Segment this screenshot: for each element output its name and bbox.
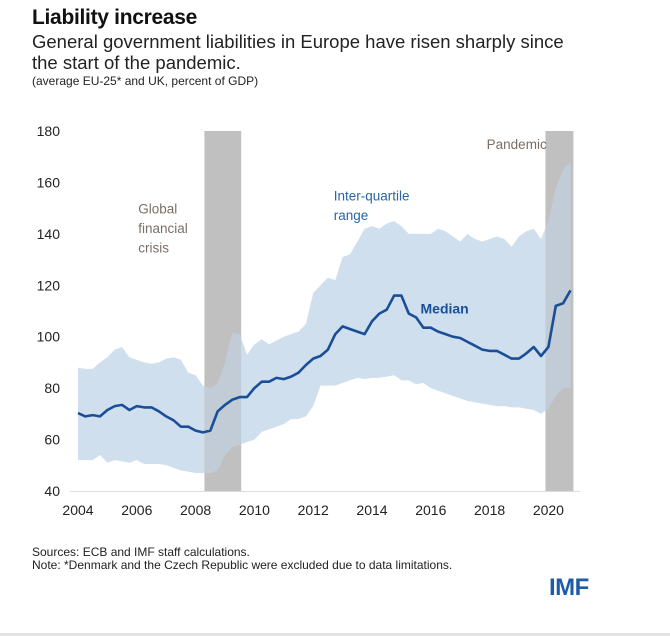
median-line-layer xyxy=(77,289,572,434)
sources-note: Sources: ECB and IMF staff calculations. xyxy=(32,545,250,559)
annotation-gfc: Global financial crisis xyxy=(138,201,188,255)
bottom-divider xyxy=(0,633,670,636)
chart-units: (average EU-25* and UK, percent of GDP) xyxy=(32,74,259,88)
x-tick-label: 2006 xyxy=(121,502,152,518)
iqr-band xyxy=(78,161,571,473)
x-tick-label: 2016 xyxy=(415,502,446,518)
annotation-iqr: Inter-quartile range xyxy=(334,188,410,223)
y-tick-label: 80 xyxy=(44,380,60,396)
shaded-period-overlay-0 xyxy=(204,131,242,491)
footnotes: Sources: ECB and IMF staff calculations.… xyxy=(32,546,452,572)
annotation-iqr-line: range xyxy=(334,208,369,223)
x-tick-label: 2010 xyxy=(239,502,270,518)
annotation-pandemic: Pandemic xyxy=(487,137,547,152)
x-axis-ticks: 2004 2006 2008 2010 2012 2014 2016 2018 2020 xyxy=(62,502,564,518)
x-tick-label: 2020 xyxy=(533,502,564,518)
annotation-pandemic-line: Pandemic xyxy=(487,137,547,152)
imf-logo: IMF xyxy=(549,574,589,601)
x-tick-label: 2008 xyxy=(180,502,211,518)
x-tick-label: 2012 xyxy=(298,502,329,518)
chart-subtitle: General government liabilities in Europe… xyxy=(32,31,564,73)
annotation-median: Median xyxy=(421,301,469,317)
y-tick-label: 120 xyxy=(37,277,61,293)
x-tick-label: 2014 xyxy=(356,502,387,518)
chart-title: Liability increase xyxy=(32,6,198,29)
shaded-period-overlay-1 xyxy=(545,131,574,491)
y-axis-ticks: 40 60 80 100 120 140 160 180 xyxy=(37,123,61,499)
data-note: Note: *Denmark and the Czech Republic we… xyxy=(32,558,453,572)
y-tick-label: 100 xyxy=(37,329,61,345)
median-line xyxy=(77,289,572,434)
y-tick-label: 160 xyxy=(37,174,61,190)
annotation-gfc-line: financial xyxy=(138,221,188,236)
annotation-gfc-line: Global xyxy=(138,201,177,216)
annotations: Global financial crisis Inter-quartile range… xyxy=(138,137,547,317)
y-tick-label: 180 xyxy=(37,123,61,139)
annotation-gfc-line: crisis xyxy=(138,240,169,255)
annotation-median-line: Median xyxy=(421,301,469,317)
annotation-iqr-line: Inter-quartile xyxy=(334,188,410,203)
x-tick-label: 2004 xyxy=(62,502,93,518)
y-tick-label: 40 xyxy=(44,483,60,499)
iqr-band-layer xyxy=(78,161,571,473)
x-tick-label: 2018 xyxy=(474,502,505,518)
y-tick-label: 140 xyxy=(37,226,61,242)
y-tick-label: 60 xyxy=(44,432,60,448)
